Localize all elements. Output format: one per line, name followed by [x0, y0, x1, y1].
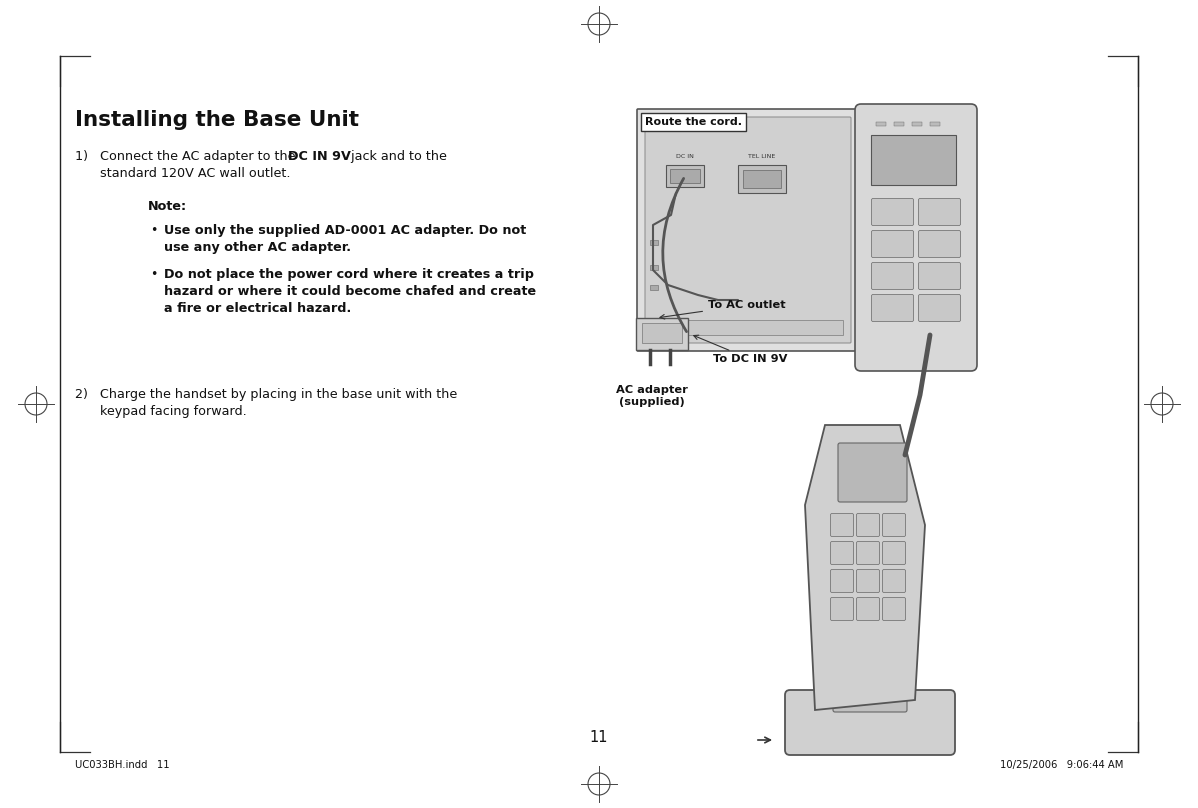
Text: 10/25/2006   9:06:44 AM: 10/25/2006 9:06:44 AM: [999, 760, 1123, 770]
FancyBboxPatch shape: [871, 263, 914, 289]
Text: To AC outlet: To AC outlet: [660, 300, 786, 319]
FancyBboxPatch shape: [857, 570, 879, 592]
Text: DC IN 9V: DC IN 9V: [288, 150, 351, 163]
Text: AC adapter
(supplied): AC adapter (supplied): [616, 385, 688, 406]
FancyBboxPatch shape: [857, 514, 879, 537]
FancyBboxPatch shape: [883, 570, 906, 592]
FancyBboxPatch shape: [855, 104, 978, 371]
Text: UC033BH.indd   11: UC033BH.indd 11: [75, 760, 170, 770]
Bar: [636, 318, 688, 350]
FancyBboxPatch shape: [883, 514, 906, 537]
Polygon shape: [805, 425, 925, 710]
Bar: [930, 122, 940, 126]
FancyBboxPatch shape: [871, 294, 914, 322]
Text: Use only the supplied AD-0001 AC adapter. Do not: Use only the supplied AD-0001 AC adapter…: [164, 224, 526, 237]
Text: 11: 11: [589, 730, 609, 745]
Bar: [651, 285, 658, 290]
Text: Route the cord.: Route the cord.: [645, 117, 742, 127]
Bar: [666, 165, 704, 187]
Text: keypad facing forward.: keypad facing forward.: [99, 405, 247, 418]
Bar: [642, 323, 682, 343]
Text: To DC IN 9V: To DC IN 9V: [694, 335, 787, 364]
Text: jack and to the: jack and to the: [347, 150, 447, 163]
FancyBboxPatch shape: [830, 570, 853, 592]
Bar: [871, 135, 956, 185]
FancyBboxPatch shape: [919, 294, 961, 322]
Text: 2)   Charge the handset by placing in the base unit with the: 2) Charge the handset by placing in the …: [75, 388, 458, 401]
FancyBboxPatch shape: [919, 230, 961, 258]
Text: hazard or where it could become chafed and create: hazard or where it could become chafed a…: [164, 285, 537, 298]
Bar: [670, 169, 700, 183]
FancyBboxPatch shape: [830, 541, 853, 565]
FancyBboxPatch shape: [785, 690, 955, 755]
Bar: [743, 170, 781, 188]
Bar: [912, 122, 922, 126]
FancyBboxPatch shape: [830, 514, 853, 537]
Text: standard 120V AC wall outlet.: standard 120V AC wall outlet.: [99, 167, 290, 180]
FancyBboxPatch shape: [871, 230, 914, 258]
FancyBboxPatch shape: [919, 199, 961, 225]
FancyBboxPatch shape: [919, 263, 961, 289]
Bar: [653, 320, 843, 335]
Text: Do not place the power cord where it creates a trip: Do not place the power cord where it cre…: [164, 268, 534, 281]
Bar: [738, 165, 786, 193]
FancyBboxPatch shape: [857, 597, 879, 621]
Text: TEL LINE: TEL LINE: [749, 154, 775, 159]
Text: Installing the Base Unit: Installing the Base Unit: [75, 110, 359, 130]
Bar: [651, 265, 658, 270]
FancyBboxPatch shape: [830, 597, 853, 621]
FancyBboxPatch shape: [833, 683, 907, 712]
FancyBboxPatch shape: [837, 443, 907, 502]
Bar: [651, 240, 658, 245]
Text: •: •: [150, 268, 157, 281]
FancyBboxPatch shape: [857, 541, 879, 565]
Text: a ﬁre or electrical hazard.: a ﬁre or electrical hazard.: [164, 302, 351, 315]
Text: 1)   Connect the AC adapter to the: 1) Connect the AC adapter to the: [75, 150, 300, 163]
FancyBboxPatch shape: [645, 117, 851, 343]
FancyBboxPatch shape: [883, 597, 906, 621]
FancyBboxPatch shape: [637, 109, 859, 351]
Text: Note:: Note:: [149, 200, 187, 213]
Bar: [894, 122, 904, 126]
Text: DC IN: DC IN: [676, 154, 694, 159]
Text: use any other AC adapter.: use any other AC adapter.: [164, 241, 351, 254]
FancyBboxPatch shape: [871, 199, 914, 225]
Text: •: •: [150, 224, 157, 237]
FancyBboxPatch shape: [883, 541, 906, 565]
Bar: [876, 122, 887, 126]
